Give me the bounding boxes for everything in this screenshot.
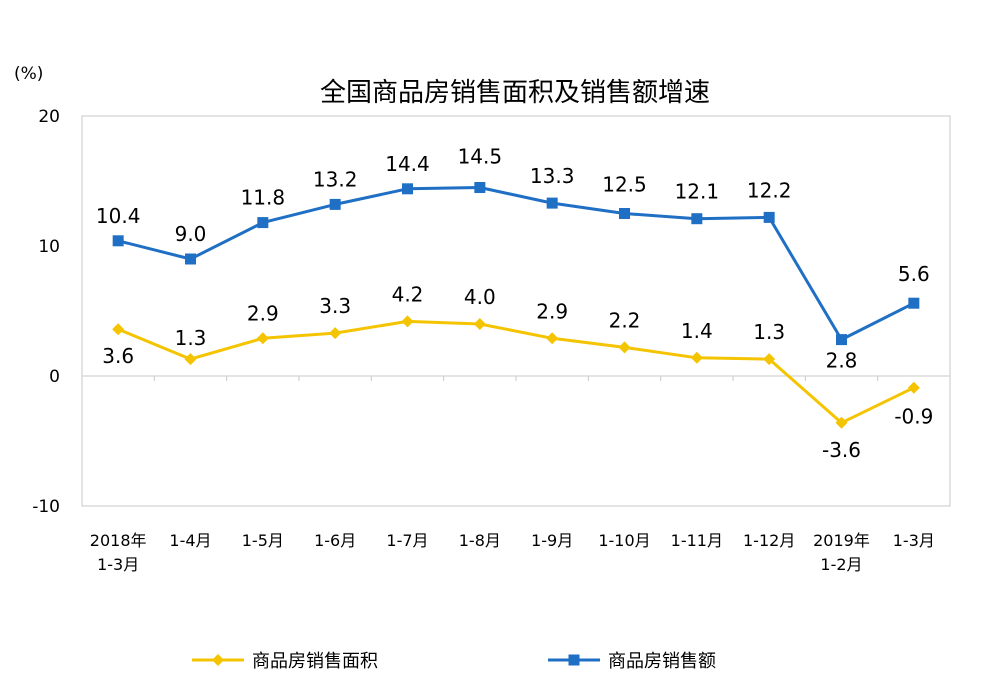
- data-label: 2.9: [247, 301, 279, 325]
- x-tick-label: 1-9月: [531, 531, 573, 550]
- data-point: [690, 351, 703, 364]
- data-point: [907, 381, 920, 394]
- y-tick-label: 10: [38, 237, 60, 257]
- legend-marker: [212, 654, 224, 666]
- data-point: [618, 341, 631, 354]
- data-label: 10.4: [96, 204, 141, 228]
- x-tick-label: 2019年: [813, 531, 870, 550]
- data-point: [401, 315, 414, 328]
- x-tick-label: 1-11月: [671, 531, 723, 550]
- x-tick-label: 1-10月: [598, 531, 650, 550]
- data-point: [619, 208, 630, 219]
- data-label: -3.6: [822, 438, 861, 462]
- data-label: 2.9: [536, 299, 568, 323]
- x-tick-label: 2018年: [90, 531, 147, 550]
- data-label: 1.4: [681, 319, 713, 343]
- data-label: 3.3: [319, 294, 351, 318]
- series-1: 3.6 1.3 2.9 3.3 4.2 4.0 2.9 2.2 1.4 1.3 -3.6 -0.9: [102, 282, 933, 461]
- data-point: [256, 332, 269, 345]
- axes: 20 10 0 -10 2018年 1-3月 1-4月 1-5月 1-6月 1-7月 1-8月 1-9…: [32, 107, 951, 574]
- series-2: 10.4 9.0 11.8 13.2 14.4 14.5 13.3 12.5 12.1 12.2 2…: [96, 145, 930, 373]
- data-point: [763, 211, 775, 223]
- data-label: 11.8: [241, 186, 286, 210]
- data-label: 4.2: [392, 282, 424, 306]
- data-label: 12.2: [747, 178, 792, 202]
- data-point: [691, 213, 703, 225]
- data-label: 9.0: [175, 222, 207, 246]
- legend-label: 商品房销售额: [608, 651, 716, 672]
- data-point: [184, 353, 197, 366]
- x-tick-label: 1-3月: [893, 531, 935, 550]
- data-point: [473, 318, 486, 330]
- legend-label: 商品房销售面积: [252, 651, 378, 672]
- data-point: [836, 334, 847, 346]
- x-tick-label: 1-7月: [386, 531, 428, 550]
- y-unit-label: (%): [14, 64, 43, 84]
- x-tick-label: 1-12月: [743, 531, 795, 550]
- data-point: [185, 253, 196, 265]
- data-point: [908, 297, 920, 309]
- series-layer: 3.6 1.3 2.9 3.3 4.2 4.0 2.9 2.2 1.4 1.3 -3.6 -0.9 10…: [96, 145, 933, 462]
- series-line: [117, 319, 915, 425]
- data-label: 3.6: [102, 344, 134, 368]
- data-label: 2.2: [609, 308, 641, 332]
- data-point: [112, 235, 124, 247]
- data-label: 12.5: [602, 173, 647, 197]
- y-tick-label: 20: [38, 107, 60, 127]
- y-tick-label: 0: [49, 367, 60, 387]
- series-line: [117, 186, 915, 342]
- data-label: 1.3: [753, 320, 785, 344]
- data-point: [835, 416, 848, 429]
- data-point: [546, 197, 558, 209]
- legend-item-1: 商品房销售面积: [192, 651, 378, 672]
- data-point: [329, 327, 342, 340]
- data-point: [763, 353, 776, 366]
- data-label: 1.3: [175, 326, 207, 350]
- data-label: -0.9: [894, 405, 933, 429]
- data-label: 2.8: [826, 349, 858, 373]
- x-tick-label: 1-4月: [169, 531, 211, 550]
- legend: 商品房销售面积 商品房销售额: [192, 651, 716, 672]
- x-tick-label: 1-8月: [459, 531, 501, 550]
- data-label: 12.1: [675, 180, 720, 204]
- x-tick-label: 1-6月: [314, 531, 356, 550]
- data-label: 4.0: [464, 285, 496, 309]
- x-tick-label: 1-2月: [820, 555, 862, 574]
- data-label: 13.2: [313, 167, 358, 191]
- legend-item-2: 商品房销售额: [548, 651, 716, 672]
- y-tick-label: -10: [32, 497, 60, 517]
- data-label: 14.5: [458, 145, 503, 169]
- data-label: 13.3: [530, 164, 575, 188]
- data-label: 14.4: [385, 152, 430, 176]
- plot-area: [81, 115, 951, 507]
- data-label: 5.6: [898, 262, 930, 286]
- data-point: [257, 217, 269, 229]
- data-point: [112, 323, 125, 336]
- data-point: [546, 332, 559, 345]
- data-point: [329, 198, 341, 210]
- chart-title: 全国商品房销售面积及销售额增速: [320, 78, 710, 108]
- data-point: [474, 182, 486, 193]
- legend-marker: [568, 654, 580, 666]
- x-tick-label: 1-5月: [242, 531, 284, 550]
- data-point: [402, 183, 413, 195]
- x-tick-label: 1-3月: [97, 555, 139, 574]
